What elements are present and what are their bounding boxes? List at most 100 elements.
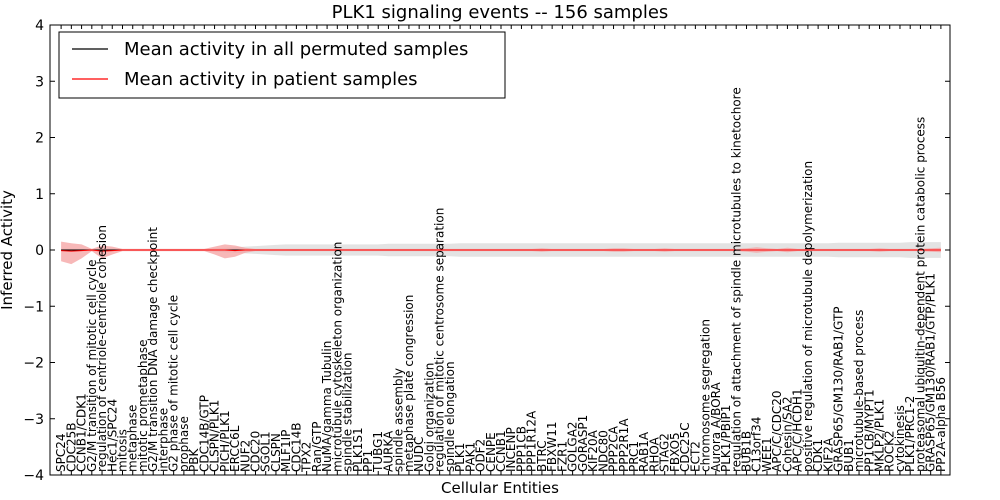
x-tick-label: PPP1R12A [525,410,539,472]
x-tick-label: metaphase plate congression [402,295,416,472]
x-tick-label: CCNB1 [494,430,508,472]
x-tick-label: mitotic prometaphase [136,340,150,473]
series-lines [61,249,941,252]
x-tick-label: PLK1S1 [351,427,365,472]
x-tick-label: PP1CB/MYPT1 [862,389,876,472]
x-tick-label: RAB1A [637,431,651,472]
x-tick-label: ERCC6L [228,425,242,472]
x-tick-label: spindle elongation [443,361,457,472]
x-tick-label: CDC20 [249,431,263,472]
x-tick-label: PPP2CA [607,425,621,472]
x-tick-label: NuMA/gamma Tubulin [320,341,334,472]
x-tick-label: CLSPN/PLK1 [208,400,222,472]
x-tick-label: MLF1IP [279,430,293,472]
y-tick-label: −1 [23,299,44,315]
x-tick-label: MKLP2/PLK1 [873,399,887,472]
x-tick-label: KIF2A [821,437,835,472]
x-tick-label: BUB1B [740,431,754,472]
x-tick-label: regulation of centriole-centriole cohesi… [95,225,109,472]
x-tick-label: GORASP1 [576,415,590,472]
x-tick-label: FBXO5 [668,432,682,472]
x-tick-label: regulation of mitotic centrosome separat… [433,208,447,472]
x-tick-label: prophase [177,416,191,472]
x-tick-label: FBXW11 [545,422,559,473]
x-tick-label: WEE1 [760,437,774,472]
series-line-1 [61,249,941,252]
x-tick-label: KIF20A [586,429,600,472]
x-tick-label: G2 phase of mitotic cell cycle [167,295,181,472]
x-tick-label: CDC25C [678,422,692,472]
x-tick-label: PP1 [361,450,375,472]
x-tick-label: SPC24 [54,433,68,472]
x-tick-label: C13orf34 [750,417,764,472]
x-tick-label: regulation of attachment of spindle micr… [729,87,743,472]
x-tick-label: PP2A-alpha B56 [934,377,948,472]
y-tick-label: 3 [35,74,44,90]
legend-box [58,31,506,99]
x-tick-label: APC/C/HCDH1 [791,388,805,472]
x-tick-label: CDC14B/GTP [197,395,211,472]
x-tick-label: interphase [156,408,170,472]
x-tick-label: PLK1 [453,443,467,472]
chart-title: PLK1 signaling events -- 156 samples [332,2,669,23]
x-tick-label: metaphase [126,405,140,472]
x-tick-label: GRASP65/GM130/RAB1/GTP/PLK1 [924,273,938,472]
x-tick-label: Golgi organization [422,363,436,472]
x-tick-label: CDC25B [64,423,78,473]
x-tick-label: RHOA [647,436,661,472]
x-tick-label: cytokinesis [893,405,907,472]
x-tick-label: ROCK2 [883,430,897,472]
y-axis-ticks: −4 −3 −2 −1 0 1 2 3 4 [23,18,950,484]
x-tick-label: spindle stabilization [341,352,355,472]
legend-label-patient: Mean activity in patient samples [124,69,418,90]
x-tick-label: chromosome segregation [699,319,713,472]
x-tick-label: CENPE [484,432,498,472]
x-tick-label: CDK1 [811,439,825,472]
x-tick-label: ECT2 [688,441,702,472]
x-tick-label: TUBG1 [371,431,385,473]
x-tick-label: GRASP65/GM130/RAB1/GTP [832,306,846,472]
x-tick-label: spindle assembly [392,368,406,472]
x-axis-label: Cellular Entities [441,479,559,497]
x-tick-label: mitosis [116,429,130,472]
x-tick-label: BUB1 [842,439,856,472]
y-tick-label: −3 [23,412,44,428]
legend-label-permuted: Mean activity in all permuted samples [124,39,468,60]
x-tick-label: BTRC [535,440,549,472]
x-tick-label: G2/M transition DNA damage checkpoint [146,227,160,472]
y-tick-label: 0 [35,243,44,259]
band-series-1 [61,241,941,265]
x-tick-label: INCENP [504,427,518,472]
x-tick-label: CCNB1/CDK1 [75,393,89,472]
x-tick-label: Cohesin/SA2 [780,396,794,472]
x-tick-label: STAG2 [658,433,672,472]
x-tick-label: PLK1/PBIP1 [719,405,733,472]
x-tick-label: Hec1/SPC24 [105,399,119,472]
x-tick-label: PICH/PLK1 [218,410,232,472]
x-tick-label: PLK1/PRC1-2 [903,396,917,472]
y-axis-label: Inferred Activity [0,190,16,310]
x-tick-label: NDC80 [596,430,610,472]
y-tick-label: −2 [23,356,44,372]
x-tick-label: PPP2R1A [617,418,631,472]
x-tick-label: PRC1 [627,441,641,472]
x-tick-label: proteasomal ubiquitin-dependent protein … [913,117,927,472]
y-tick-label: 1 [35,187,44,203]
x-tick-label: AURKA [382,430,396,472]
x-tick-label: FZR1 [555,441,569,472]
x-tick-label: CLSPN [269,433,283,472]
x-tick-label: SGOL1 [259,431,273,472]
x-tick-label: PBK [187,448,201,472]
x-tick-label: positive regulation of microtubule depol… [801,161,815,472]
x-tick-label: G2/M transition of mitotic cell cycle [85,259,99,472]
y-tick-label: 4 [35,18,44,34]
x-tick-label: GOLGA2 [566,421,580,472]
legend: Mean activity in all permuted samples Me… [58,31,506,99]
x-tick-label: CDC14B [289,423,303,473]
x-tick-label: NUDC [412,437,426,472]
x-tick-label: ODF2 [474,439,488,472]
x-tick-label: NUF2 [238,440,252,472]
plot-frame [49,24,951,476]
